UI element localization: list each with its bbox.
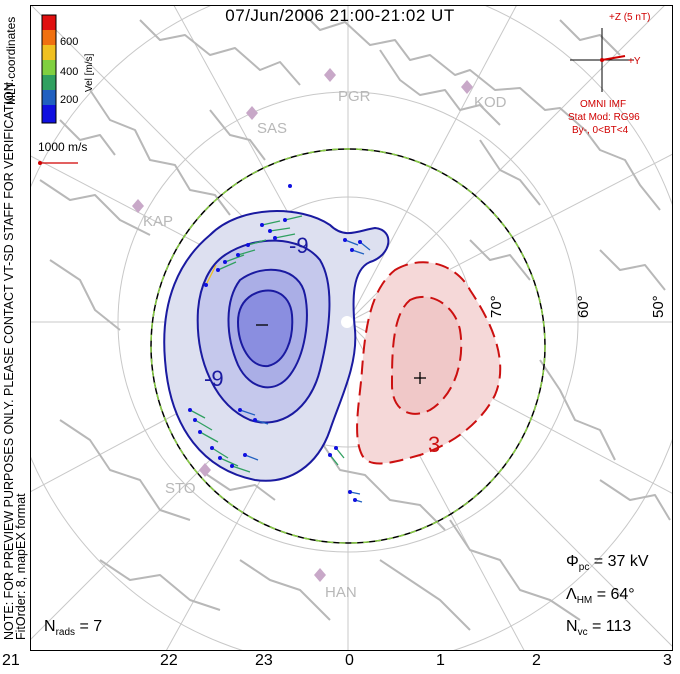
latitude-label-50: 50°	[650, 295, 667, 318]
radar-count: Nrads = 7	[44, 618, 102, 638]
station-label-sas: SAS	[257, 120, 288, 137]
colorbar-label: Vel [m/s]	[84, 53, 95, 92]
heppner-maynard-boundary-overlay	[150, 148, 546, 544]
imf-model: Stat Mod: RG96	[568, 112, 640, 123]
vector-origins	[188, 184, 362, 502]
station-label-pgr: PGR	[338, 88, 371, 105]
cross-polar-potential: Φpc = 37 kV	[566, 553, 648, 573]
nvc-symbol: N	[566, 618, 578, 635]
magnetic-pole	[341, 316, 353, 328]
mlt-tick-3: 3	[663, 652, 672, 669]
nrads-symbol: N	[44, 618, 56, 635]
phi-value: = 37 kV	[593, 553, 649, 570]
latitude-label-60: 60°	[575, 295, 592, 318]
negative-potential-cell	[163, 210, 390, 482]
vector-count: Nvc = 113	[566, 618, 631, 638]
station-label-sto: STO	[165, 480, 196, 497]
colorbar-tick-200: 200	[60, 94, 79, 106]
station-label-kap: KAP	[143, 213, 174, 230]
nrads-value: = 7	[79, 618, 103, 635]
nvc-value: = 113	[592, 618, 632, 635]
fit-order-info: FitOrder: 8, mapEX format	[14, 493, 28, 640]
colorbar-tick-600: 600	[60, 36, 79, 48]
velocity-vectors	[189, 215, 371, 503]
lambda-value: = 64°	[596, 586, 635, 603]
imf-y-label: +Y	[628, 56, 641, 67]
imf-condition: By-, 0<BT<4	[572, 125, 629, 136]
nvc-subscript: vc	[577, 627, 588, 639]
imf-z-label: +Z (5 nT)	[609, 12, 651, 23]
mlt-tick-21: 21	[2, 652, 20, 669]
positive-potential-cell	[356, 261, 502, 465]
lambda-subscript: HM	[576, 595, 593, 607]
contour-label-positive: 3	[428, 432, 441, 457]
radar-stations	[132, 68, 473, 582]
coastlines	[39, 9, 671, 631]
phi-subscript: pc	[578, 562, 590, 574]
plot-frame	[30, 5, 673, 651]
velocity-scale-label: 1000 m/s	[38, 140, 88, 154]
map-title: 07/Jun/2006 21:00-21:02 UT	[225, 6, 455, 25]
contour-label-negative-top: -9	[289, 233, 309, 258]
velocity-scale-bar	[38, 161, 78, 165]
station-label-han: HAN	[325, 584, 357, 601]
mlt-tick-2: 2	[532, 652, 541, 669]
mlt-tick-0: 0	[345, 652, 354, 669]
imf-clock-dial	[570, 28, 634, 92]
latitude-label-70: 70°	[488, 295, 505, 318]
imf-source: OMNI IMF	[580, 99, 627, 110]
mlt-tick-1: 1	[436, 652, 445, 669]
mlt-tick-23: 23	[255, 652, 273, 669]
station-label-kod: KOD	[474, 94, 507, 111]
nrads-subscript: rads	[55, 627, 76, 639]
phi-symbol: Φ	[566, 553, 579, 570]
colorbar-tick-400: 400	[60, 66, 79, 78]
mlt-tick-22: 22	[160, 652, 178, 669]
hmb-latitude: ΛHM = 64°	[566, 586, 635, 606]
lambda-symbol: Λ	[566, 586, 577, 603]
velocity-colorbar	[41, 14, 57, 124]
contour-label-negative-bottom: -9	[204, 366, 224, 391]
potential-max-marker	[414, 372, 426, 384]
